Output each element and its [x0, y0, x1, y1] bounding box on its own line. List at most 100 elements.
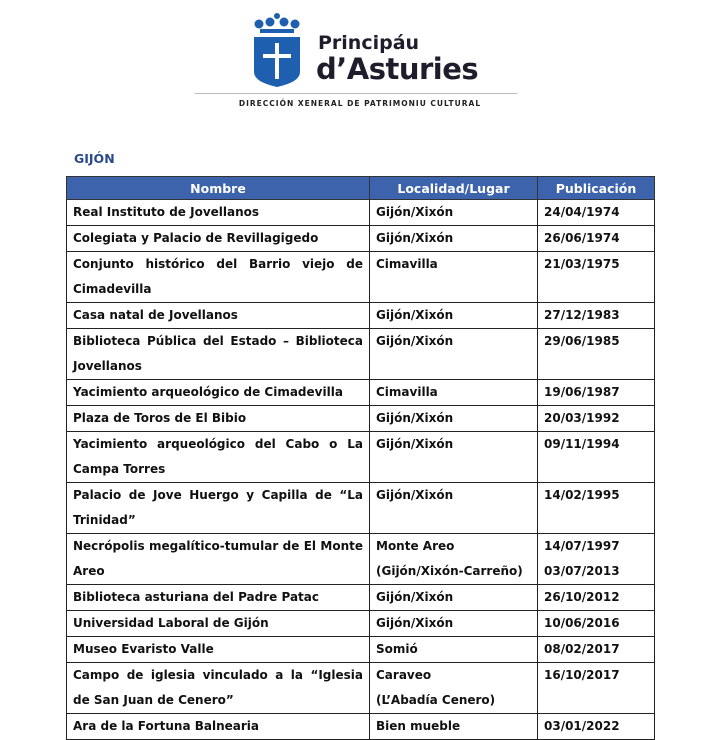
name-cell-text: Biblioteca Pública del Estado – Bibliote…	[73, 334, 363, 373]
date-cell-text: 14/07/1997 03/07/2013	[544, 539, 620, 578]
name-cell-text: Real Instituto de Jovellanos	[73, 205, 260, 219]
table-header-row: Nombre Localidad/Lugar Publicación	[66, 176, 655, 200]
table-row: Casa natal de Jovellanos Gijón/Xixón 27/12…	[66, 302, 655, 329]
name-cell: Yacimiento arqueológico del Cabo o La Ca…	[66, 431, 370, 483]
name-cell-text: Palacio de Jove Huergo y Capilla de “La …	[73, 488, 363, 527]
table-row: Yacimiento arqueológico de Cimadevilla Ci…	[66, 379, 655, 406]
name-cell: Biblioteca Pública del Estado – Bibliote…	[66, 328, 370, 380]
location-cell-text: Gijón/Xixón	[376, 616, 454, 630]
location-cell: Cimavilla	[369, 251, 538, 303]
date-cell-text: 29/06/1985	[544, 334, 620, 348]
date-cell: 24/04/1974	[537, 199, 655, 226]
date-cell: 26/10/2012	[537, 584, 655, 611]
name-cell-text: Universidad Laboral de Gijón	[73, 616, 269, 630]
location-cell-text: Gijón/Xixón	[376, 590, 454, 604]
brand-line-1: Principáu	[318, 32, 420, 54]
date-cell: 20/03/1992	[537, 405, 655, 432]
date-cell: 10/06/2016	[537, 610, 655, 637]
date-cell-text: 09/11/1994	[544, 437, 620, 451]
location-cell: Somió	[369, 636, 538, 663]
date-cell-text: 08/02/2017	[544, 642, 620, 656]
table-row: Ara de la Fortuna Balnearia Bien mueble 03…	[66, 713, 655, 740]
location-cell: Cimavilla	[369, 379, 538, 406]
date-cell: 08/02/2017	[537, 636, 655, 663]
date-cell: 16/10/2017	[537, 662, 655, 714]
location-cell: Bien mueble	[369, 713, 538, 740]
name-cell: Museo Evaristo Valle	[66, 636, 370, 663]
date-cell: 21/03/1975	[537, 251, 655, 303]
name-cell-text: Casa natal de Jovellanos	[73, 308, 238, 322]
table-row: Colegiata y Palacio de Revillagigedo Gijó…	[66, 225, 655, 252]
location-cell: Monte Areo (Gijón/Xixón-Carreño)	[369, 533, 538, 585]
location-cell: Gijón/Xixón	[369, 302, 538, 329]
name-cell: Conjunto histórico del Barrio viejo de C…	[66, 251, 370, 303]
date-cell: 09/11/1994	[537, 431, 655, 483]
location-cell: Gijón/Xixón	[369, 328, 538, 380]
date-cell-text: 14/02/1995	[544, 488, 620, 502]
table-row: Yacimiento arqueológico del Cabo o La Ca…	[66, 431, 655, 483]
location-cell-text: Somió	[376, 642, 418, 656]
name-cell-text: Colegiata y Palacio de Revillagigedo	[73, 231, 319, 245]
date-cell-text: 16/10/2017	[544, 668, 620, 682]
date-cell-text: 19/06/1987	[544, 385, 620, 399]
date-cell: 19/06/1987	[537, 379, 655, 406]
location-cell-text: Gijón/Xixón	[376, 411, 454, 425]
location-cell: Gijón/Xixón	[369, 225, 538, 252]
column-header-nombre: Nombre	[66, 176, 370, 200]
table-row: Necrópolis megalítico-tumular de El Mont…	[66, 533, 655, 585]
name-cell: Biblioteca asturiana del Padre Patac	[66, 584, 370, 611]
location-cell-text: Bien mueble	[376, 719, 461, 733]
date-cell: 26/06/1974	[537, 225, 655, 252]
location-cell: Gijón/Xixón	[369, 199, 538, 226]
location-cell-text: Gijón/Xixón	[376, 437, 454, 451]
table-row: Plaza de Toros de El Bibio Gijón/Xixón 20/…	[66, 405, 655, 432]
date-cell-text: 21/03/1975	[544, 257, 620, 271]
location-cell: Gijón/Xixón	[369, 405, 538, 432]
name-cell: Plaza de Toros de El Bibio	[66, 405, 370, 432]
date-cell-text: 27/12/1983	[544, 308, 620, 322]
name-cell: Ara de la Fortuna Balnearia	[66, 713, 370, 740]
location-cell-text: Gijón/Xixón	[376, 488, 454, 502]
date-cell: 29/06/1985	[537, 328, 655, 380]
name-cell: Yacimiento arqueológico de Cimadevilla	[66, 379, 370, 406]
table-row: Biblioteca Pública del Estado – Bibliote…	[66, 328, 655, 380]
heritage-table: Nombre Localidad/Lugar Publicación Real …	[66, 176, 655, 740]
column-header-lugar: Localidad/Lugar	[369, 176, 538, 200]
location-cell: Caraveo (L’Abadía Cenero)	[369, 662, 538, 714]
location-cell-text: Gijón/Xixón	[376, 205, 454, 219]
name-cell-text: Ara de la Fortuna Balnearia	[73, 719, 260, 733]
name-cell-text: Campo de iglesia vinculado a la “Iglesia…	[73, 668, 363, 707]
asturias-crest-icon	[252, 12, 302, 92]
name-cell: Campo de iglesia vinculado a la “Iglesia…	[66, 662, 370, 714]
name-cell: Universidad Laboral de Gijón	[66, 610, 370, 637]
location-cell-text: Gijón/Xixón	[376, 334, 454, 348]
name-cell-text: Plaza de Toros de El Bibio	[73, 411, 247, 425]
name-cell-text: Conjunto histórico del Barrio viejo de C…	[73, 257, 363, 296]
date-cell-text: 20/03/1992	[544, 411, 620, 425]
location-cell-text: Cimavilla	[376, 257, 438, 271]
name-cell-text: Yacimiento arqueológico del Cabo o La Ca…	[73, 437, 363, 476]
name-cell: Necrópolis megalítico-tumular de El Mont…	[66, 533, 370, 585]
table-row: Universidad Laboral de Gijón Gijón/Xixón 1…	[66, 610, 655, 637]
section-title: GIJÓN	[74, 151, 115, 166]
date-cell-text: 26/06/1974	[544, 231, 620, 245]
table-row: Real Instituto de Jovellanos Gijón/Xixón 2…	[66, 199, 655, 226]
name-cell: Real Instituto de Jovellanos	[66, 199, 370, 226]
name-cell-text: Biblioteca asturiana del Padre Patac	[73, 590, 319, 604]
location-cell-text: Gijón/Xixón	[376, 231, 454, 245]
date-cell-text: 10/06/2016	[544, 616, 620, 630]
table-row: Campo de iglesia vinculado a la “Iglesia…	[66, 662, 655, 714]
table-row: Biblioteca asturiana del Padre Patac Gijó…	[66, 584, 655, 611]
location-cell-text: Caraveo (L’Abadía Cenero)	[376, 668, 496, 707]
header-divider	[195, 93, 517, 94]
table-row: Conjunto histórico del Barrio viejo de C…	[66, 251, 655, 303]
name-cell: Casa natal de Jovellanos	[66, 302, 370, 329]
date-cell: 14/07/1997 03/07/2013	[537, 533, 655, 585]
date-cell-text: 24/04/1974	[544, 205, 620, 219]
date-cell: 14/02/1995	[537, 482, 655, 534]
table-row: Palacio de Jove Huergo y Capilla de “La …	[66, 482, 655, 534]
date-cell-text: 26/10/2012	[544, 590, 620, 604]
location-cell: Gijón/Xixón	[369, 431, 538, 483]
location-cell-text: Monte Areo (Gijón/Xixón-Carreño)	[376, 539, 523, 578]
name-cell-text: Museo Evaristo Valle	[73, 642, 214, 656]
